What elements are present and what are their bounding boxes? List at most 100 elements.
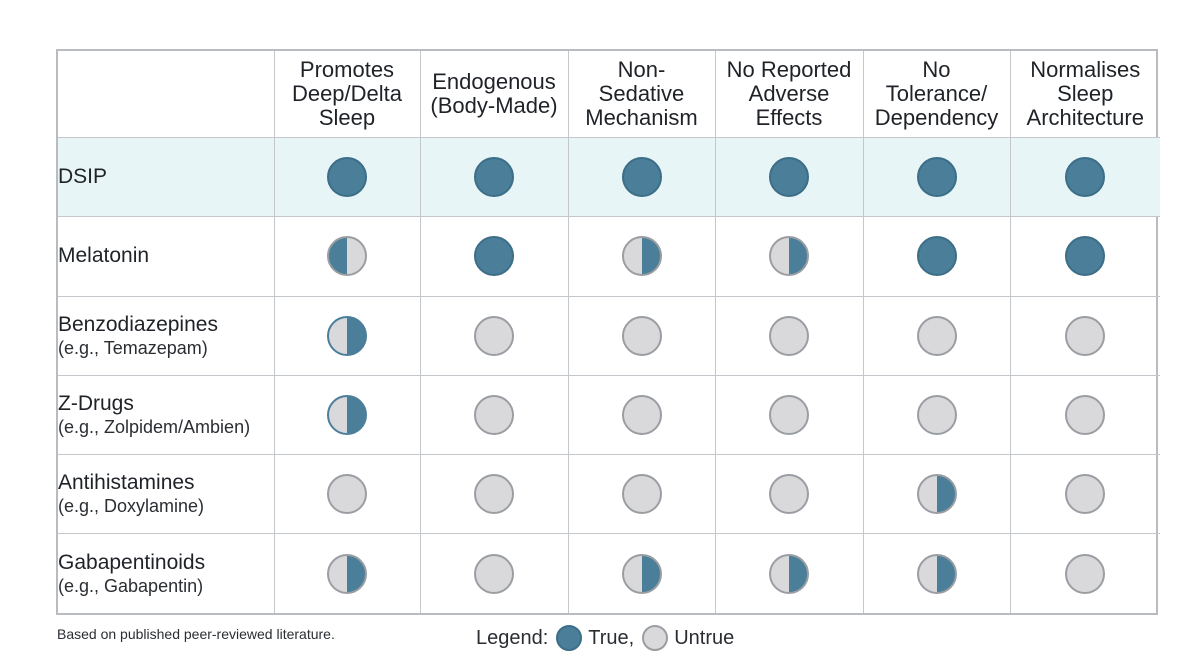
column-header-line: Architecture bbox=[1026, 105, 1144, 130]
untrue-dot-icon bbox=[474, 474, 514, 515]
table-cell bbox=[714, 295, 864, 376]
header-corner-cell bbox=[58, 51, 275, 138]
untrue-dot-icon bbox=[916, 394, 957, 435]
half-filled-dot-icon bbox=[327, 236, 367, 277]
table-cell bbox=[714, 533, 864, 613]
table-cell bbox=[419, 216, 569, 297]
untrue-dot-icon bbox=[1065, 315, 1106, 356]
legend-untrue-swatch-icon bbox=[642, 625, 669, 651]
untrue-dot-icon bbox=[621, 474, 662, 515]
half-filled-dot-icon bbox=[621, 553, 662, 594]
column-header-label: No Reported Adverse Effects bbox=[727, 58, 852, 130]
row-label: Melatonin bbox=[58, 244, 150, 268]
half-filled-dot-icon bbox=[621, 236, 662, 277]
row-label: Z-Drugs bbox=[58, 391, 134, 415]
half-filled-dot-icon bbox=[769, 236, 809, 277]
true-dot-icon bbox=[769, 157, 809, 198]
untrue-dot-icon bbox=[474, 553, 514, 594]
column-header-line: Promotes bbox=[299, 57, 395, 82]
legend-prefix: Legend: bbox=[476, 626, 549, 649]
row-label: Benzodiazepines bbox=[58, 312, 218, 336]
untrue-dot-icon bbox=[916, 315, 957, 356]
row-label: Antihistamines bbox=[58, 471, 195, 495]
row-sublabel: (e.g., Doxylamine) bbox=[58, 496, 205, 517]
column-header-line: (Body-Made) bbox=[430, 93, 558, 118]
true-dot-icon bbox=[1065, 236, 1106, 277]
half-filled-dot-icon bbox=[769, 553, 809, 594]
true-dot-icon bbox=[327, 157, 367, 198]
column-header-line: Normalises bbox=[1030, 57, 1141, 82]
table-row: Benzodiazepines (e.g., Temazepam) bbox=[58, 295, 1160, 376]
table-cell bbox=[419, 136, 569, 218]
column-header-line: Dependency bbox=[874, 105, 999, 130]
table-cell bbox=[714, 374, 864, 456]
legend-true-label: True, bbox=[588, 626, 635, 649]
table-cell bbox=[567, 295, 716, 376]
column-header: Promotes Deep/Delta Sleep bbox=[273, 51, 421, 138]
row-label: DSIP bbox=[58, 165, 108, 189]
table-cell bbox=[1009, 295, 1160, 376]
table-row: Antihistamines (e.g., Doxylamine) bbox=[58, 453, 1160, 535]
table-cell bbox=[862, 374, 1011, 456]
column-header-line: Effects bbox=[755, 105, 823, 130]
table-cell bbox=[567, 374, 716, 456]
table-cell bbox=[862, 295, 1011, 376]
untrue-dot-icon bbox=[769, 315, 809, 356]
row-label-cell: Melatonin bbox=[58, 216, 275, 297]
true-dot-icon bbox=[621, 157, 662, 198]
table-cell bbox=[273, 533, 421, 613]
true-dot-icon bbox=[916, 236, 957, 277]
untrue-dot-icon bbox=[474, 394, 514, 435]
table-cell bbox=[419, 295, 569, 376]
table-row: DSIP bbox=[58, 136, 1160, 218]
table-cell bbox=[714, 136, 864, 218]
comparison-table-container: Promotes Deep/Delta Sleep Endogenous (Body-M… bbox=[56, 49, 1160, 615]
untrue-dot-icon bbox=[769, 474, 809, 515]
table-cell bbox=[862, 453, 1011, 535]
legend-true-swatch-icon bbox=[556, 625, 583, 651]
table-cell bbox=[273, 374, 421, 456]
column-header-line: Tolerance/ bbox=[885, 81, 988, 106]
row-label-cell: Z-Drugs (e.g., Zolpidem/Ambien) bbox=[58, 374, 275, 456]
table-cell bbox=[567, 216, 716, 297]
untrue-dot-icon bbox=[621, 394, 662, 435]
table-cell bbox=[567, 136, 716, 218]
column-header-line: Sleep bbox=[318, 105, 376, 130]
table-cell bbox=[714, 216, 864, 297]
untrue-dot-icon bbox=[769, 394, 809, 435]
column-header-line: Deep/Delta bbox=[291, 81, 403, 106]
row-sublabel: (e.g., Gabapentin) bbox=[58, 575, 204, 596]
row-sublabel: (e.g., Temazepam) bbox=[58, 337, 208, 358]
table-cell bbox=[419, 374, 569, 456]
table-cell bbox=[567, 453, 716, 535]
table-cell bbox=[419, 453, 569, 535]
legend-untrue-label: Untrue bbox=[674, 626, 735, 649]
table-cell bbox=[567, 533, 716, 613]
row-label-cell: Benzodiazepines (e.g., Temazepam) bbox=[58, 295, 275, 376]
header-row: Promotes Deep/Delta Sleep Endogenous (Body-M… bbox=[58, 51, 1160, 138]
untrue-dot-icon bbox=[474, 315, 514, 356]
table-cell bbox=[1009, 216, 1160, 297]
column-header-line: Mechanism bbox=[585, 105, 698, 130]
table-cell bbox=[273, 136, 421, 218]
footnote: Based on published peer-reviewed literat… bbox=[57, 626, 335, 642]
table-cell bbox=[273, 216, 421, 297]
untrue-dot-icon bbox=[1065, 553, 1106, 594]
half-filled-dot-icon bbox=[327, 315, 367, 356]
column-header-label: Non- Sedative Mechanism bbox=[585, 58, 697, 130]
untrue-dot-icon bbox=[1065, 394, 1106, 435]
row-label-cell: DSIP bbox=[58, 136, 275, 218]
table-cell bbox=[862, 216, 1011, 297]
row-label-cell: Gabapentinoids (e.g., Gabapentin) bbox=[58, 533, 275, 613]
true-dot-icon bbox=[916, 157, 957, 198]
column-header-line: No Reported bbox=[726, 57, 852, 82]
column-header-label: Normalises Sleep Architecture bbox=[1027, 58, 1144, 130]
row-label-cell: Antihistamines (e.g., Doxylamine) bbox=[58, 453, 275, 535]
table-row: Z-Drugs (e.g., Zolpidem/Ambien) bbox=[58, 374, 1160, 456]
half-filled-dot-icon bbox=[916, 553, 957, 594]
table-row: Gabapentinoids (e.g., Gabapentin) bbox=[58, 533, 1160, 613]
half-filled-dot-icon bbox=[916, 474, 957, 515]
table-cell bbox=[273, 453, 421, 535]
column-header-line: Sedative bbox=[598, 81, 685, 106]
row-label: Gabapentinoids bbox=[58, 550, 206, 574]
